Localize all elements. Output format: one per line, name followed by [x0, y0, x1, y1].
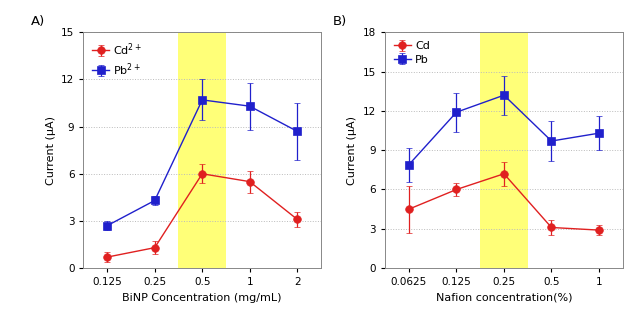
X-axis label: Nafion concentration(%): Nafion concentration(%) [436, 293, 572, 303]
X-axis label: BiNP Concentration (mg/mL): BiNP Concentration (mg/mL) [123, 293, 282, 303]
Y-axis label: Current (μA): Current (μA) [46, 116, 56, 185]
Text: B): B) [333, 15, 347, 27]
Text: A): A) [31, 15, 46, 27]
Legend: Cd$^{2+}$, Pb$^{2+}$: Cd$^{2+}$, Pb$^{2+}$ [89, 38, 146, 81]
Bar [178, 32, 226, 268]
Bar [480, 32, 528, 268]
Y-axis label: Current (μA): Current (μA) [347, 116, 358, 185]
Legend: Cd, Pb: Cd, Pb [391, 38, 433, 68]
